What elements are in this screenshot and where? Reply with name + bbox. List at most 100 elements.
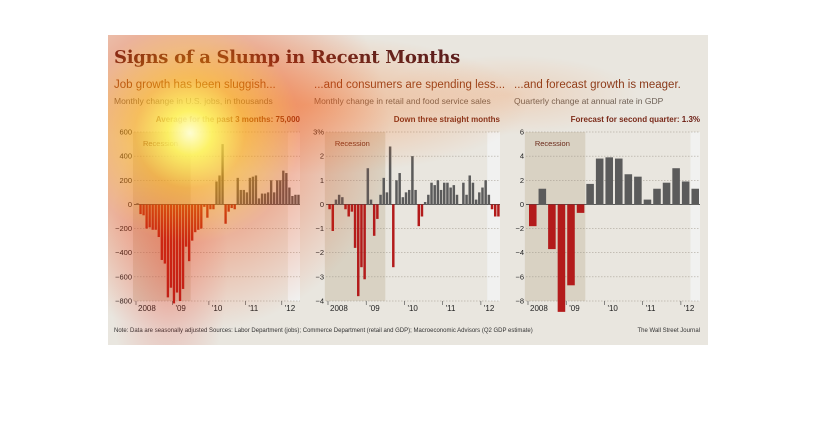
bar	[227, 204, 230, 212]
bar	[291, 195, 294, 205]
bar	[605, 157, 613, 205]
y-tick-label: 2	[520, 176, 524, 185]
y-tick-label: −4	[515, 248, 524, 257]
chart-card: Signs of a Slump in Recent Months Job gr…	[108, 35, 708, 345]
bar	[404, 192, 408, 205]
y-tick-label: 0	[320, 200, 324, 209]
bar	[154, 204, 157, 230]
bar	[401, 197, 405, 205]
bar	[266, 192, 270, 205]
bar	[369, 199, 373, 205]
bar	[398, 173, 401, 205]
bar	[643, 199, 652, 205]
x-tick-label: 2008	[138, 304, 156, 313]
x-tick-label: '12	[684, 304, 695, 313]
bar	[471, 182, 475, 205]
bar	[548, 204, 556, 250]
y-tick-label: −6	[515, 272, 524, 281]
bar	[538, 188, 547, 205]
bar	[468, 175, 471, 205]
bar	[653, 188, 661, 205]
bar	[484, 180, 487, 205]
bar	[455, 194, 459, 205]
bar	[452, 185, 456, 205]
bar	[257, 198, 261, 205]
bar	[392, 204, 395, 268]
y-tick-label: 3%	[313, 128, 324, 137]
bar	[672, 168, 680, 205]
bar	[136, 203, 139, 205]
bar	[474, 199, 478, 205]
bar	[446, 182, 449, 205]
y-tick-label: 200	[119, 176, 132, 185]
bar	[407, 189, 411, 205]
y-tick-label: −200	[115, 224, 132, 233]
bar	[376, 204, 379, 219]
bar	[184, 204, 188, 247]
bar	[236, 177, 239, 205]
bar	[285, 173, 288, 205]
bar	[634, 176, 642, 205]
x-tick-label: '11	[646, 304, 656, 313]
bar	[194, 204, 197, 233]
latest-period-band	[287, 132, 300, 301]
bar	[411, 156, 414, 205]
bar	[395, 180, 398, 205]
bar	[142, 204, 145, 216]
recession-label: Recession	[143, 139, 178, 148]
bar	[279, 180, 282, 205]
bar	[366, 168, 370, 205]
x-tick-label: '09	[569, 304, 580, 313]
bar	[414, 189, 417, 205]
bar	[251, 176, 255, 205]
bar	[353, 204, 357, 248]
bar	[221, 144, 224, 205]
bar	[230, 204, 233, 209]
x-tick-label: '11	[248, 304, 258, 313]
latest-period-band	[690, 132, 700, 301]
bar	[465, 194, 468, 205]
bar	[148, 204, 151, 228]
bar	[191, 204, 194, 241]
bar	[248, 177, 252, 205]
x-tick-label: '09	[175, 304, 186, 313]
bar	[350, 204, 354, 212]
bar	[443, 182, 446, 205]
y-tick-label: −400	[115, 248, 132, 257]
bar	[178, 204, 182, 301]
bar	[218, 175, 221, 205]
bar	[497, 204, 500, 217]
bar	[439, 189, 443, 205]
bar	[430, 182, 433, 205]
bar	[260, 193, 264, 205]
bar	[233, 204, 236, 210]
y-tick-label: 400	[119, 152, 132, 161]
x-tick-label: '10	[407, 304, 418, 313]
bar	[360, 204, 363, 268]
bar	[423, 202, 427, 205]
bar	[615, 158, 623, 205]
bar	[417, 204, 421, 227]
bar	[328, 204, 331, 210]
bar	[203, 204, 206, 207]
bar	[493, 204, 497, 217]
bar	[151, 204, 154, 230]
bar	[263, 193, 267, 205]
x-tick-label: '11	[446, 304, 456, 313]
y-tick-label: 1	[320, 176, 324, 185]
bar	[433, 185, 436, 205]
bar	[215, 181, 218, 205]
y-tick-label: −8	[515, 297, 524, 306]
y-tick-label: 0	[520, 200, 524, 209]
bar	[379, 194, 382, 205]
bar	[363, 204, 366, 280]
bar	[341, 197, 344, 205]
bar	[490, 204, 494, 210]
bar	[276, 180, 279, 205]
bar	[181, 204, 185, 289]
bar	[212, 204, 215, 210]
y-tick-label: −800	[115, 297, 132, 306]
bar	[175, 204, 179, 293]
x-tick-label: '12	[285, 304, 296, 313]
bar	[595, 158, 604, 205]
